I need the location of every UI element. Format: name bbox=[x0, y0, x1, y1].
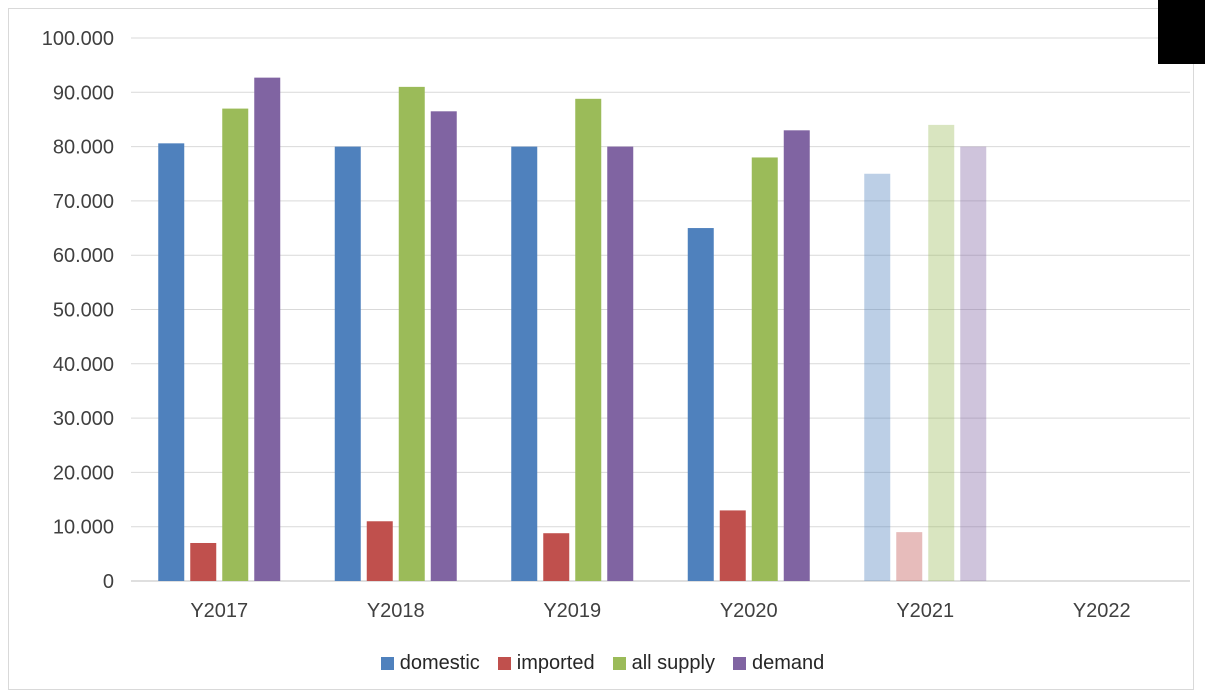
bar-domestic-Y2018 bbox=[334, 146, 361, 581]
y-tick-label: 50.000 bbox=[53, 300, 114, 322]
bar-domestic-Y2019 bbox=[511, 146, 538, 581]
legend-item: demand bbox=[732, 652, 825, 675]
legend-item: all supply bbox=[612, 652, 715, 675]
y-axis-ticks: 0 10.000 20.000 30.000 40.000 50.000 60.000 70.… bbox=[42, 28, 114, 593]
legend-item: imported bbox=[497, 652, 595, 675]
y-tick-label: 70.000 bbox=[53, 191, 114, 213]
y-tick-label: 30.000 bbox=[53, 408, 114, 430]
legend-label: all supply bbox=[631, 652, 715, 674]
bar-imported-Y2021 bbox=[896, 532, 923, 581]
bar-imported-Y2017 bbox=[190, 542, 217, 581]
legend-label: demand bbox=[751, 652, 825, 674]
bar-all-supply-Y2018 bbox=[398, 86, 425, 582]
bar-all-supply-Y2020 bbox=[751, 157, 778, 581]
x-tick-label: Y2019 bbox=[543, 600, 601, 622]
bar-imported-Y2020 bbox=[719, 510, 746, 581]
y-tick-label: 40.000 bbox=[53, 354, 114, 376]
bar-chart: 0 10.000 20.000 30.000 40.000 50.000 60.000 70.… bbox=[42, 28, 1190, 622]
redaction-block bbox=[1158, 0, 1205, 64]
x-axis-ticks: Y2017 Y2018 Y2019 Y2020 Y2021 Y2022 bbox=[190, 600, 1130, 622]
legend-swatch bbox=[380, 657, 394, 670]
y-tick-label: 10.000 bbox=[53, 517, 114, 539]
y-tick-label: 20.000 bbox=[53, 462, 114, 484]
y-tick-label: 100.000 bbox=[42, 28, 114, 50]
legend-swatch bbox=[497, 657, 511, 670]
bar-demand-Y2020 bbox=[783, 130, 810, 581]
x-tick-label: Y2017 bbox=[190, 600, 248, 622]
bar-all-supply-Y2021 bbox=[928, 124, 955, 581]
bar-domestic-Y2021 bbox=[864, 173, 891, 581]
bar-demand-Y2019 bbox=[607, 146, 634, 581]
legend-swatch bbox=[732, 657, 746, 670]
x-tick-label: Y2018 bbox=[367, 600, 425, 622]
bar-all-supply-Y2019 bbox=[575, 98, 602, 581]
legend-swatch bbox=[612, 657, 626, 670]
legend-item: domestic bbox=[380, 652, 480, 675]
x-tick-label: Y2021 bbox=[896, 600, 954, 622]
x-tick-label: Y2020 bbox=[720, 600, 778, 622]
bars bbox=[158, 77, 987, 582]
gridlines bbox=[131, 37, 1190, 582]
bar-all-supply-Y2017 bbox=[222, 108, 249, 581]
legend-label: domestic bbox=[399, 652, 480, 674]
y-tick-label: 0 bbox=[103, 571, 114, 593]
bar-imported-Y2019 bbox=[543, 533, 570, 581]
y-tick-label: 60.000 bbox=[53, 245, 114, 267]
bar-domestic-Y2017 bbox=[158, 143, 185, 582]
y-tick-label: 90.000 bbox=[53, 82, 114, 104]
bar-demand-Y2017 bbox=[254, 77, 281, 581]
bar-imported-Y2018 bbox=[366, 521, 393, 581]
bar-demand-Y2018 bbox=[430, 111, 457, 582]
bar-demand-Y2021 bbox=[960, 146, 987, 581]
x-tick-label: Y2022 bbox=[1073, 600, 1131, 622]
legend: domestic imported all supply demand bbox=[0, 652, 1205, 675]
y-tick-label: 80.000 bbox=[53, 137, 114, 159]
bar-domestic-Y2020 bbox=[687, 228, 714, 582]
legend-label: imported bbox=[516, 652, 595, 674]
